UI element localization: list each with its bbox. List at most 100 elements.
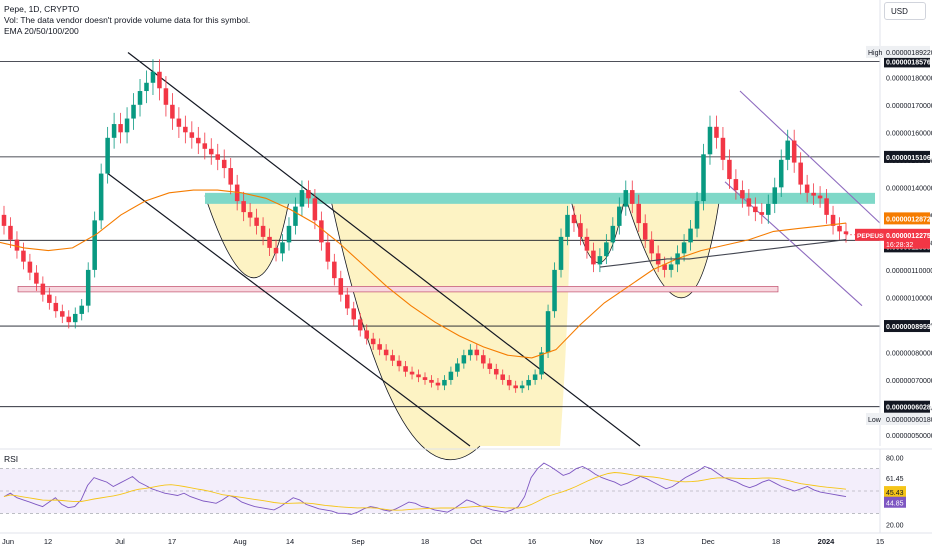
candle-body [118, 124, 123, 133]
candle [830, 205, 836, 235]
candle-body [811, 192, 816, 196]
zones [17, 192, 875, 293]
candle-body [196, 137, 201, 144]
candle-body [170, 104, 175, 119]
candle [746, 188, 752, 216]
candle-body [694, 201, 700, 229]
rsi-line [3, 462, 847, 515]
candle [396, 355, 402, 372]
candle [623, 180, 629, 216]
level-price-tag: 0.00000151065 [884, 150, 932, 163]
candle [144, 70, 149, 104]
candle-body [481, 355, 486, 364]
candle [131, 93, 136, 130]
candle-body [325, 242, 331, 262]
level-price-tag: 0.00000060280 [884, 400, 932, 413]
candle-body [150, 71, 156, 83]
candle [202, 132, 208, 160]
candle [422, 372, 428, 385]
candle-body [1, 214, 7, 226]
level-tag-label: 0.00000128720 [886, 216, 932, 223]
level-tag-label: 0.00000151065 [886, 155, 932, 162]
candle-body [79, 305, 84, 314]
candle-body [221, 159, 227, 169]
candle-body [629, 190, 635, 204]
candle-body [843, 231, 849, 235]
candle-body [778, 159, 784, 188]
candle [267, 228, 272, 256]
rsi-tag-bg [884, 496, 906, 508]
candle [403, 361, 408, 377]
candle-body [215, 154, 221, 160]
candle [766, 194, 771, 224]
candle [487, 358, 493, 375]
time-tick-label: 18 [421, 537, 429, 546]
zone-support [17, 286, 779, 293]
candle [791, 129, 797, 173]
level-tag-label: 0.00000185766 [886, 59, 932, 66]
candle [610, 217, 616, 251]
price-tick-label: 0.00000110000 [886, 268, 932, 275]
candle [351, 301, 357, 326]
rsi-tick-label: 61.45 [886, 476, 904, 483]
candle-body [565, 214, 570, 237]
rsi-tick-label: 80.00 [886, 456, 904, 463]
candle [111, 112, 117, 149]
candle-body [422, 377, 428, 380]
indicator-label: EMA 20/50/100/200 [4, 26, 79, 36]
candle-body [604, 242, 609, 257]
level-tag-bg [884, 55, 930, 68]
candle [370, 332, 376, 350]
candle [455, 358, 460, 377]
candle-body [623, 190, 629, 207]
candle-body [319, 220, 324, 243]
channel-lower [107, 173, 471, 447]
candle-body [176, 118, 182, 127]
candle-body [798, 162, 803, 185]
candle-body [85, 269, 91, 306]
candle [837, 217, 842, 240]
candle [306, 180, 311, 208]
time-tick-label: 16 [528, 537, 536, 546]
candle-body [377, 344, 382, 350]
candle-body [591, 250, 596, 265]
candle [513, 380, 518, 393]
candle-body [442, 379, 447, 386]
time-tick-label: 17 [168, 537, 176, 546]
candle-body [824, 198, 829, 215]
candle-body [578, 223, 583, 237]
candle-body [157, 71, 162, 89]
candle [500, 369, 505, 385]
currency-selector[interactable]: USD [884, 2, 926, 20]
candle-body [53, 302, 59, 312]
candle-body [642, 223, 648, 240]
candle-body [416, 374, 421, 378]
candle-body [293, 206, 298, 226]
candle [247, 203, 253, 227]
candle [293, 197, 298, 235]
time-tick-label: Nov [589, 537, 603, 546]
candle-body [681, 242, 687, 254]
candle [772, 177, 778, 214]
candle-body [707, 126, 713, 155]
candle [707, 115, 713, 165]
candle-body [532, 374, 538, 380]
candle-body [617, 206, 622, 226]
candle-body [655, 253, 661, 265]
candle-body [40, 283, 46, 295]
candle-body [435, 382, 441, 386]
candle [481, 349, 486, 369]
candle [843, 222, 849, 243]
candle-body [137, 91, 143, 105]
candle [727, 149, 732, 189]
time-tick-label: Jun [2, 537, 14, 546]
candle-body [448, 371, 454, 380]
candle-body [332, 261, 337, 279]
candle [319, 211, 324, 251]
candle [539, 346, 544, 380]
rsi-tag-label: 44.85 [886, 501, 904, 508]
candle [817, 186, 823, 208]
low-marker: Low 0.00000060180 [866, 412, 932, 425]
candle [40, 276, 46, 302]
